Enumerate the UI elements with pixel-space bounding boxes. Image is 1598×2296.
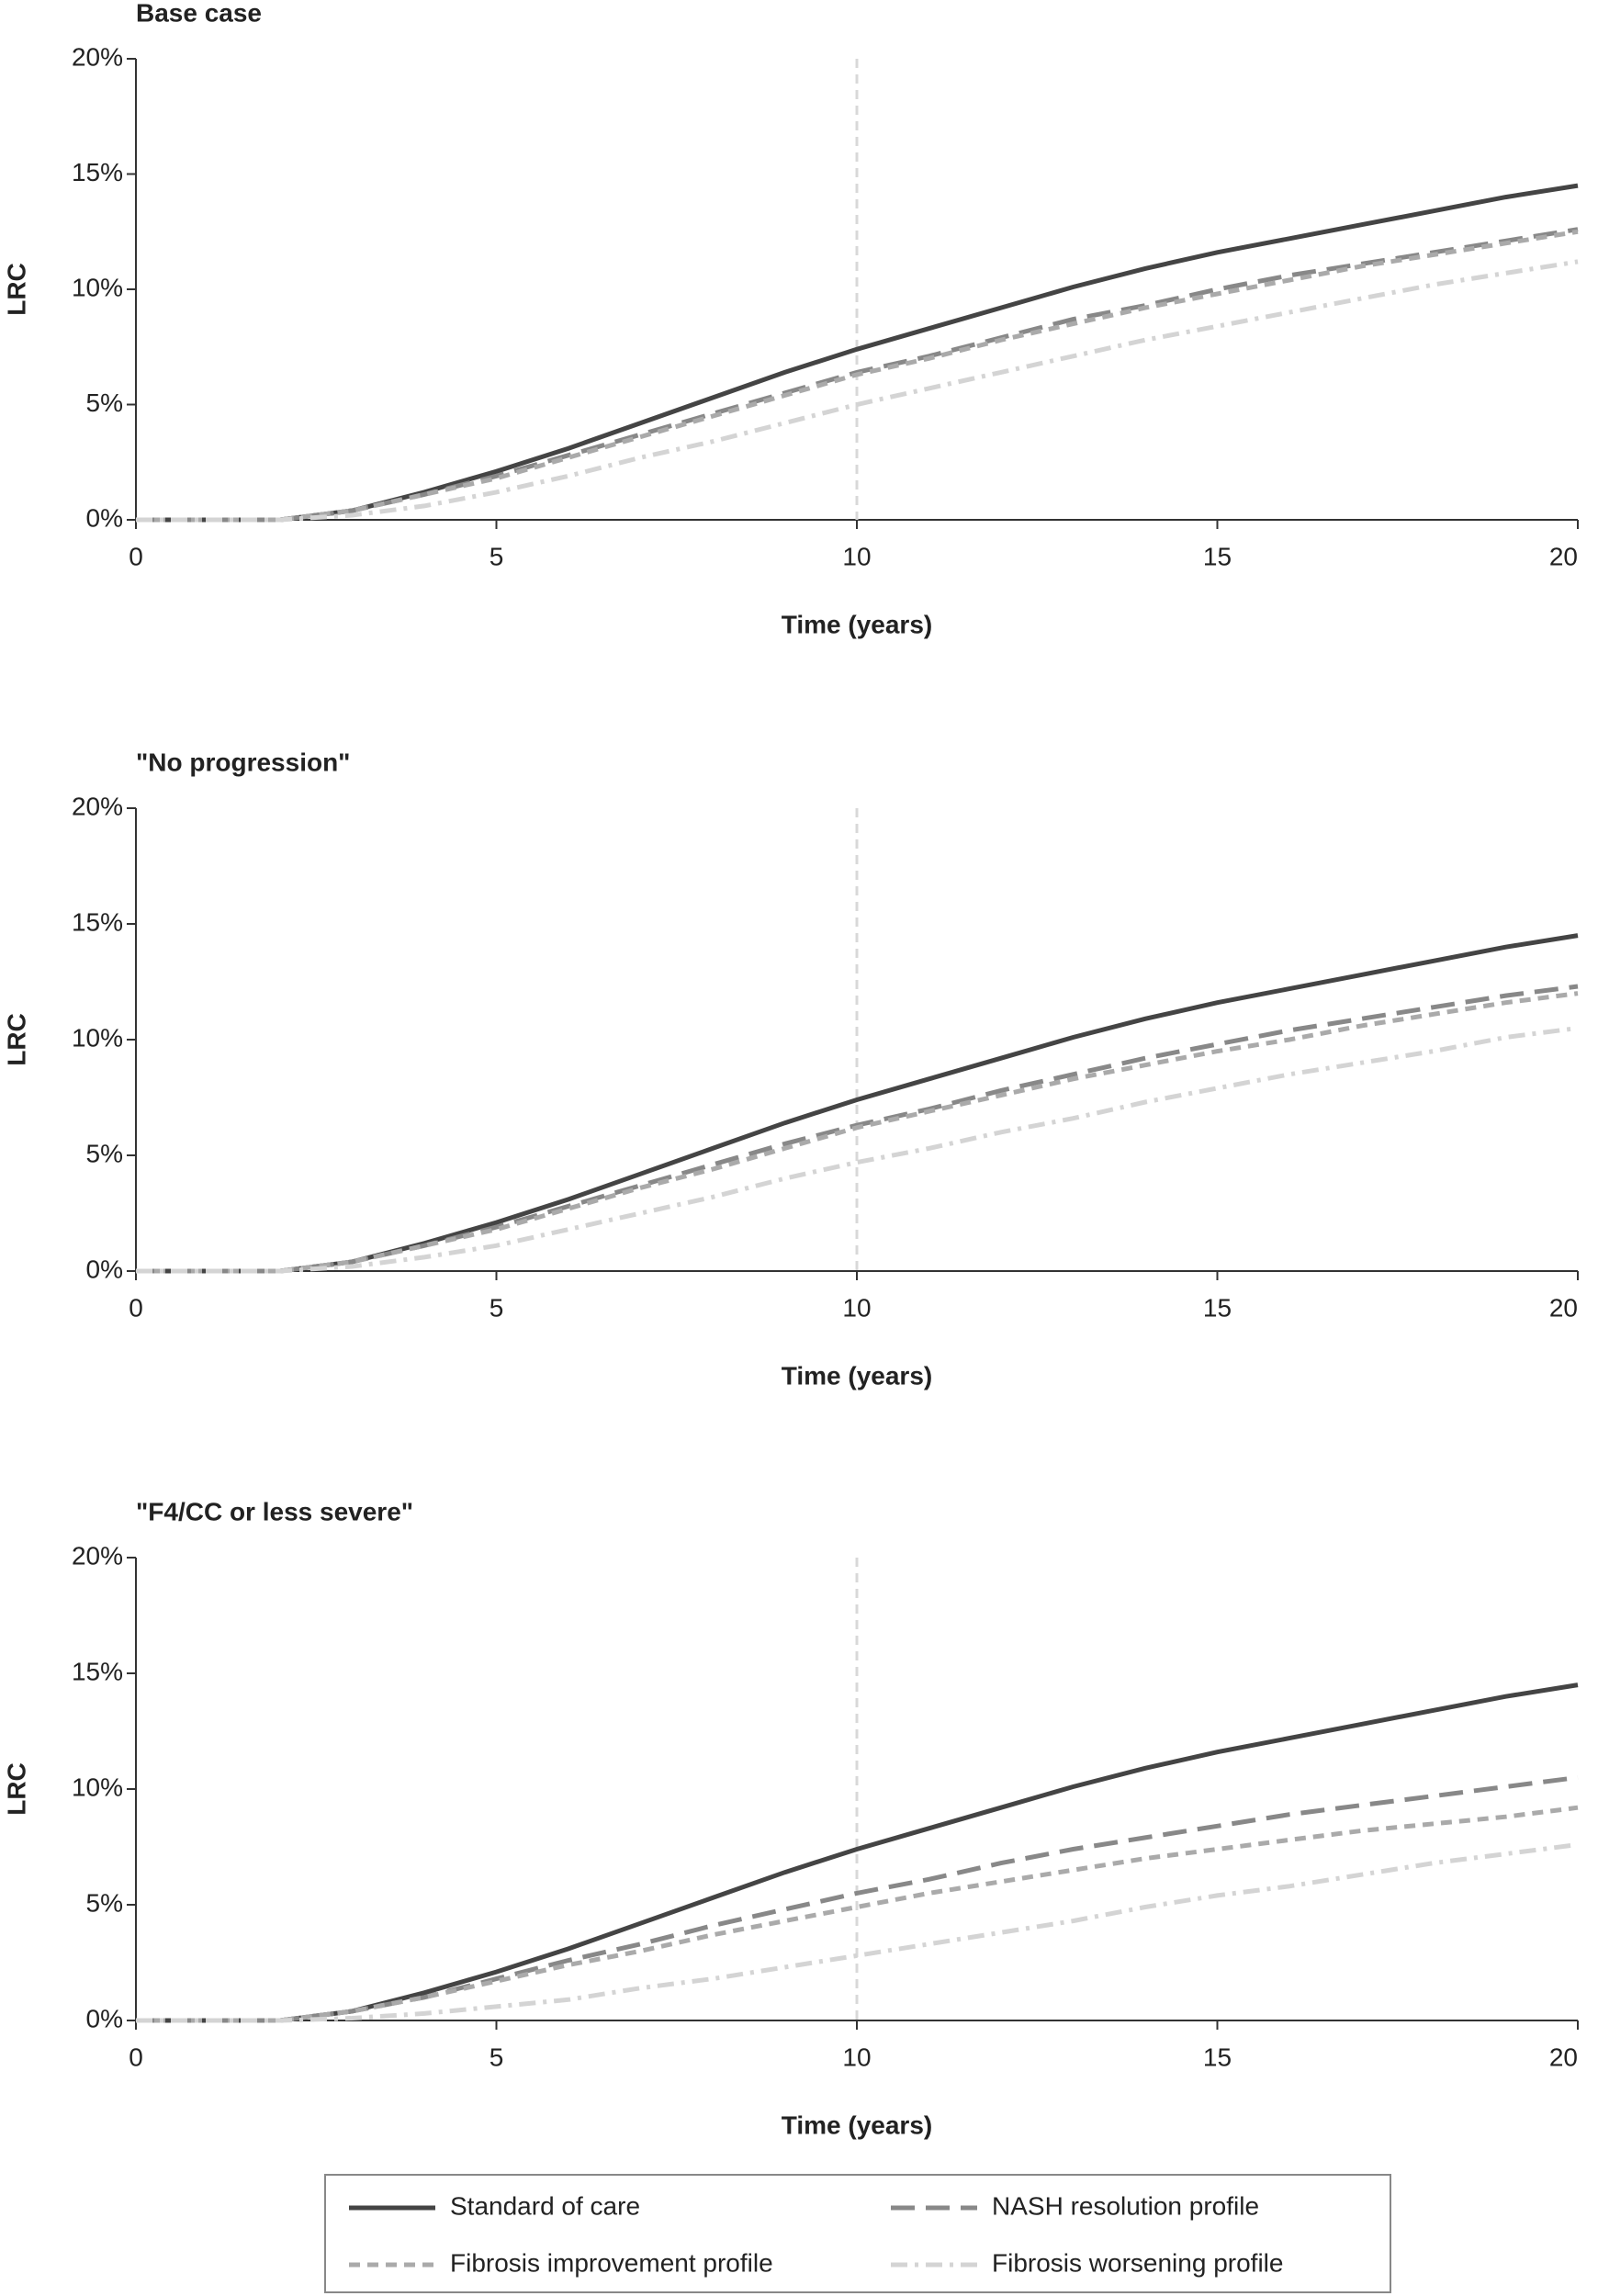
y-axis-label: LRC	[2, 1762, 30, 1816]
y-tick-label: 10%	[72, 1023, 123, 1052]
legend-label: Fibrosis improvement profile	[450, 2248, 773, 2277]
y-tick-label: 15%	[72, 158, 123, 186]
x-axis-label: Time (years)	[782, 610, 932, 638]
y-axis-label: LRC	[2, 263, 30, 316]
y-tick-label: 20%	[72, 792, 123, 820]
x-tick-label: 20	[1549, 2043, 1578, 2071]
x-tick-label: 10	[842, 2043, 871, 2071]
y-tick-label: 0%	[86, 2004, 123, 2032]
y-tick-label: 5%	[86, 388, 123, 417]
legend-label: NASH resolution profile	[992, 2191, 1259, 2220]
series-line	[136, 1774, 1579, 2023]
series-line	[136, 1025, 1579, 1274]
x-tick-label: 5	[490, 542, 504, 570]
y-tick-label: 10%	[72, 1773, 123, 1801]
y-tick-label: 0%	[86, 503, 123, 532]
x-tick-label: 0	[129, 2043, 143, 2071]
series-line	[136, 984, 1579, 1274]
x-tick-label: 15	[1203, 542, 1232, 570]
series-line	[136, 991, 1579, 1274]
y-tick-label: 15%	[72, 1657, 123, 1685]
chart-title: Base case	[136, 0, 262, 27]
y-tick-label: 10%	[72, 273, 123, 301]
series-line	[136, 259, 1579, 523]
legend-label: Standard of care	[450, 2191, 640, 2220]
y-axis-label: LRC	[2, 1013, 30, 1066]
x-tick-label: 15	[1203, 2043, 1232, 2071]
x-tick-label: 0	[129, 542, 143, 570]
x-tick-label: 10	[842, 542, 871, 570]
legend-box	[324, 2174, 1391, 2293]
series-line	[136, 229, 1579, 523]
y-tick-label: 5%	[86, 1888, 123, 1917]
x-tick-label: 20	[1549, 1293, 1578, 1322]
y-tick-label: 5%	[86, 1139, 123, 1167]
x-tick-label: 20	[1549, 542, 1578, 570]
chart-title: "No progression"	[136, 748, 350, 776]
chart-title: "F4/CC or less severe"	[136, 1497, 413, 1525]
x-tick-label: 0	[129, 1293, 143, 1322]
x-tick-label: 5	[490, 1293, 504, 1322]
y-tick-label: 20%	[72, 1541, 123, 1570]
x-axis-label: Time (years)	[782, 2110, 932, 2139]
y-tick-label: 15%	[72, 907, 123, 936]
legend-label: Fibrosis worsening profile	[992, 2248, 1283, 2277]
y-tick-label: 20%	[72, 42, 123, 71]
x-tick-label: 5	[490, 2043, 504, 2071]
y-tick-label: 0%	[86, 1255, 123, 1283]
x-tick-label: 15	[1203, 1293, 1232, 1322]
x-tick-label: 10	[842, 1293, 871, 1322]
x-axis-label: Time (years)	[782, 1361, 932, 1390]
series-line	[136, 1805, 1579, 2023]
series-line	[136, 1842, 1579, 2023]
